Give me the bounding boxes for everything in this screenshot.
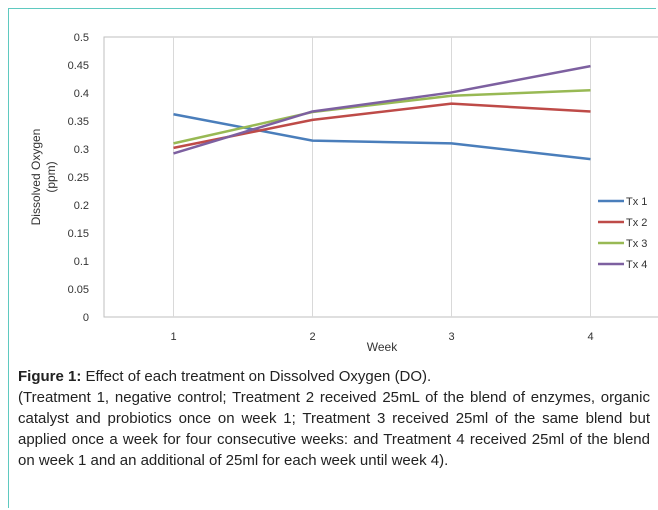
x-tick-label: 3 <box>448 331 454 343</box>
y-axis-ticks: 0 0.05 0.1 0.15 0.2 0.25 0.3 0.35 0.4 0.45 0.5 <box>68 32 89 324</box>
series-line-tx-3 <box>173 88 591 145</box>
y-axis-label: Dissolved Oxygen (ppm) <box>29 129 58 226</box>
legend-label: Tx 2 <box>626 217 647 229</box>
y-tick-label: 0.35 <box>68 116 89 128</box>
caption-title-line: Figure 1: Effect of each treatment on Di… <box>18 366 650 387</box>
y-tick-label: 0.1 <box>74 256 89 268</box>
figure-frame <box>8 8 656 508</box>
series-lines <box>173 64 591 161</box>
x-axis-label: Week <box>367 340 398 354</box>
series-line-tx-1 <box>173 113 591 161</box>
y-tick-label: 0.45 <box>68 60 89 72</box>
legend: Tx 1 Tx 2 Tx 3 Tx 4 <box>598 196 647 271</box>
y-axis-label-line-1: Dissolved Oxygen <box>29 129 43 226</box>
y-tick-label: 0.2 <box>74 200 89 212</box>
y-tick-label: 0.5 <box>74 32 89 44</box>
x-tick-label: 2 <box>309 331 315 343</box>
y-tick-label: 0.25 <box>68 172 89 184</box>
x-tick-label: 4 <box>587 331 593 343</box>
grid-lines <box>173 37 591 317</box>
caption-title: Effect of each treatment on Dissolved Ox… <box>81 368 432 385</box>
legend-label: Tx 1 <box>626 196 647 208</box>
caption-description: (Treatment 1, negative control; Treatmen… <box>18 389 650 469</box>
y-tick-label: 0.3 <box>74 144 89 156</box>
plot-area <box>103 36 658 318</box>
legend-label: Tx 3 <box>626 238 647 250</box>
y-tick-label: 0.05 <box>68 284 89 296</box>
x-axis-ticks: 1 2 3 4 <box>170 331 593 343</box>
legend-label: Tx 4 <box>626 259 647 271</box>
x-tick-label: 1 <box>170 331 176 343</box>
series-line-tx-2 <box>173 102 591 150</box>
line-chart: 0 0.05 0.1 0.15 0.2 0.25 0.3 0.35 0.4 0.45 0.5 1 2 3… <box>29 32 658 354</box>
figure-caption: Figure 1: Effect of each treatment on Di… <box>18 366 650 471</box>
y-tick-label: 0.15 <box>68 228 89 240</box>
y-tick-label: 0 <box>83 312 89 324</box>
y-tick-label: 0.4 <box>74 88 89 100</box>
figure-label: Figure 1: <box>18 368 82 385</box>
series-line-tx-4 <box>173 64 591 155</box>
y-axis-label-line-2: (ppm) <box>44 161 58 192</box>
